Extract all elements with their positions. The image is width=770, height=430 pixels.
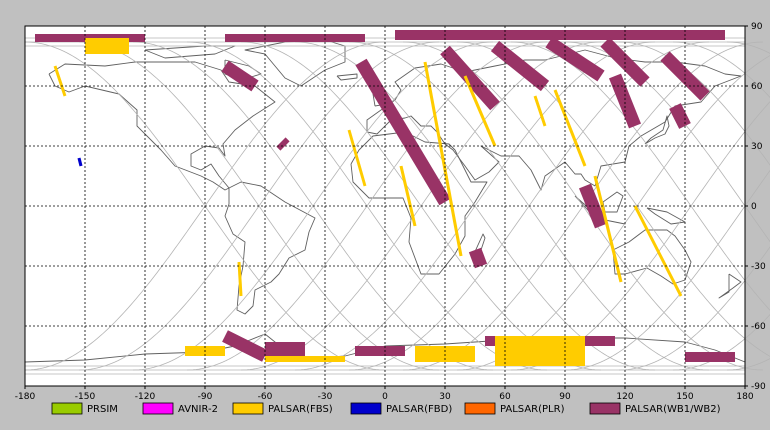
legend-label: PALSAR(FBD)	[386, 404, 452, 415]
swath-wb-wb-ant-1	[222, 330, 268, 362]
longitude-tick-labels: -180 -150 -120 -90 -60 -30 0 30 60 90 120 150 180	[15, 386, 754, 402]
swath-fbs-fbs-1	[85, 38, 129, 54]
lon-tick-label: 60	[499, 392, 511, 402]
legend-swatch	[142, 402, 174, 415]
lat-tick-label: -30	[751, 262, 766, 272]
lat-tick-label: 0	[751, 202, 757, 212]
legend-swatch	[232, 402, 264, 415]
legend-item: PALSAR(FBS)	[232, 402, 333, 415]
swath-wb-wb-arctic-3	[395, 30, 725, 40]
coastline-japan	[644, 115, 670, 145]
swath-wb-wb-ant-5	[585, 336, 615, 346]
legend-item: PALSAR(FBD)	[350, 402, 452, 415]
legend-swatch	[350, 402, 382, 415]
legend-item: PALSAR(PLR)	[464, 402, 565, 415]
swath-fbs-fbs-11	[237, 261, 243, 297]
lon-tick-label: 90	[559, 392, 571, 402]
swath-fbs-fbs-3	[423, 61, 463, 257]
legend-label: PALSAR(PLR)	[500, 404, 565, 415]
legend-swatch	[51, 402, 83, 415]
lon-tick-label: -90	[198, 392, 213, 402]
swath-fbs-fbs-5	[399, 165, 417, 227]
swath-wb-wb-ca	[221, 60, 259, 92]
swath-fbs-fbs-4	[347, 129, 367, 187]
legend-swatch	[589, 402, 621, 415]
swath-wb-wb-ant-3	[355, 346, 405, 356]
legend-item: AVNIR-2	[142, 402, 218, 415]
legend-item: PRSIM	[51, 402, 118, 415]
legend-item: PALSAR(WB1/WB2)	[589, 402, 721, 415]
swath-wb-wb-ru-2	[490, 40, 550, 92]
legend-label: PALSAR(FBS)	[268, 404, 333, 415]
lon-tick-label: -180	[15, 392, 36, 402]
legend-label: AVNIR-2	[178, 404, 218, 415]
lat-tick-label: 60	[751, 82, 763, 92]
swath-fbs-fbs-13	[265, 356, 345, 362]
latitude-tick-labels: 90 60 30 0 -30 -60 -90	[745, 22, 766, 392]
legend-label: PRSIM	[87, 404, 118, 415]
legend: PRSIM AVNIR-2 PALSAR(FBS) PALSAR(FBD) PALSAR…	[51, 402, 721, 415]
lon-tick-label: 150	[676, 392, 693, 402]
coastline-eurasia	[366, 49, 742, 191]
lon-tick-label: 180	[736, 392, 753, 402]
coastline-north-america	[48, 61, 276, 191]
swath-wb-wb-ant-2	[265, 342, 305, 356]
lat-tick-label: -90	[751, 382, 766, 392]
lon-tick-label: -60	[258, 392, 273, 402]
swath-wb-wb-na-dot	[276, 137, 290, 151]
lon-tick-label: 30	[439, 392, 451, 402]
swath-fbs-fbs-10	[633, 205, 683, 297]
swath-wb-wb-ru-1	[440, 45, 500, 111]
lon-tick-label: 0	[382, 392, 388, 402]
swath-wb-wb-af-dot	[468, 247, 488, 269]
swath-fbs-fbs-2	[53, 65, 67, 97]
swath-wb-wb-europe-long	[355, 58, 451, 206]
legend-label: PALSAR(WB1/WB2)	[625, 404, 721, 415]
orbit-track	[618, 246, 770, 371]
coastline-new-zealand	[718, 273, 742, 299]
lon-tick-label: -120	[135, 392, 156, 402]
lon-tick-label: -30	[318, 392, 333, 402]
orbit-track	[672, 314, 770, 371]
swath-fbs-fbs-6	[463, 75, 497, 147]
orbit-track	[672, 41, 770, 98]
swath-fbd-fbd-1	[77, 157, 83, 167]
swath-fbs-fbs-9	[593, 175, 623, 283]
swath-fbs-fbs-8	[553, 89, 587, 167]
swath-wb-wb-asia-1	[609, 73, 641, 129]
swath-fbs-fbs-15	[495, 336, 585, 366]
lat-tick-label: 30	[751, 142, 763, 152]
coastline-new-guinea	[646, 207, 686, 225]
swath-fbs-fbs-7	[533, 95, 547, 127]
swath-wb-wb-ru-3	[545, 36, 605, 82]
lon-tick-label: 120	[616, 392, 633, 402]
lat-tick-label: 90	[751, 22, 763, 32]
coastline-australia	[612, 229, 692, 285]
legend-swatch	[464, 402, 496, 415]
lat-tick-label: -60	[751, 322, 766, 332]
coastline-iceland	[336, 73, 358, 81]
swath-wb-wb-asia-3	[669, 103, 691, 129]
graticule-grid	[25, 26, 745, 386]
swath-wb-wb-arctic-2	[225, 34, 365, 42]
swath-wb-wb-ant-6	[685, 352, 735, 362]
coastline-canada-arctic	[144, 45, 236, 59]
lon-tick-label: -150	[75, 392, 96, 402]
